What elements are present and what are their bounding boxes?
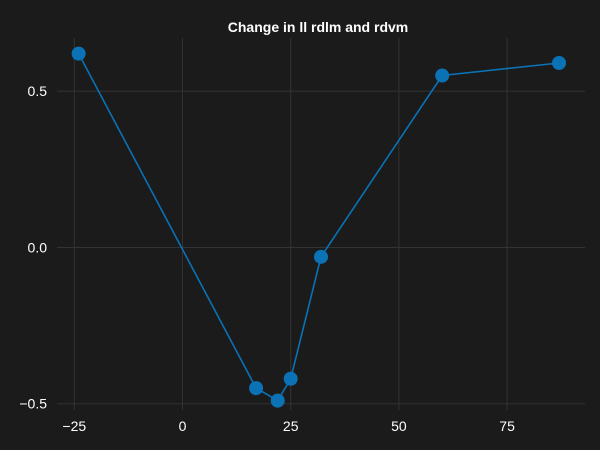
data-point [314, 249, 328, 264]
x-tick-label: −25 [62, 418, 86, 434]
x-tick-label: 50 [391, 418, 407, 434]
x-tick-label: 25 [283, 418, 299, 434]
data-point [552, 56, 567, 71]
x-axis-ticks: −25 0 25 50 75 [62, 418, 515, 434]
chart-title: Change in ll rdlm and rdvm [228, 19, 408, 35]
grid [57, 38, 585, 410]
data-point [435, 68, 450, 83]
series-points [71, 46, 567, 408]
series-line [77, 53, 560, 402]
data-point [270, 393, 285, 408]
x-tick-label: 75 [499, 418, 515, 434]
x-tick-label: 0 [179, 418, 187, 434]
data-point [283, 371, 298, 386]
y-tick-label: −0.5 [19, 396, 47, 412]
y-tick-label: 0.0 [28, 239, 48, 255]
y-axis-ticks: −0.5 0.0 0.5 [19, 83, 47, 412]
y-tick-label: 0.5 [28, 83, 48, 99]
series-lines [77, 53, 560, 402]
data-point [71, 46, 86, 61]
data-point [249, 381, 264, 396]
